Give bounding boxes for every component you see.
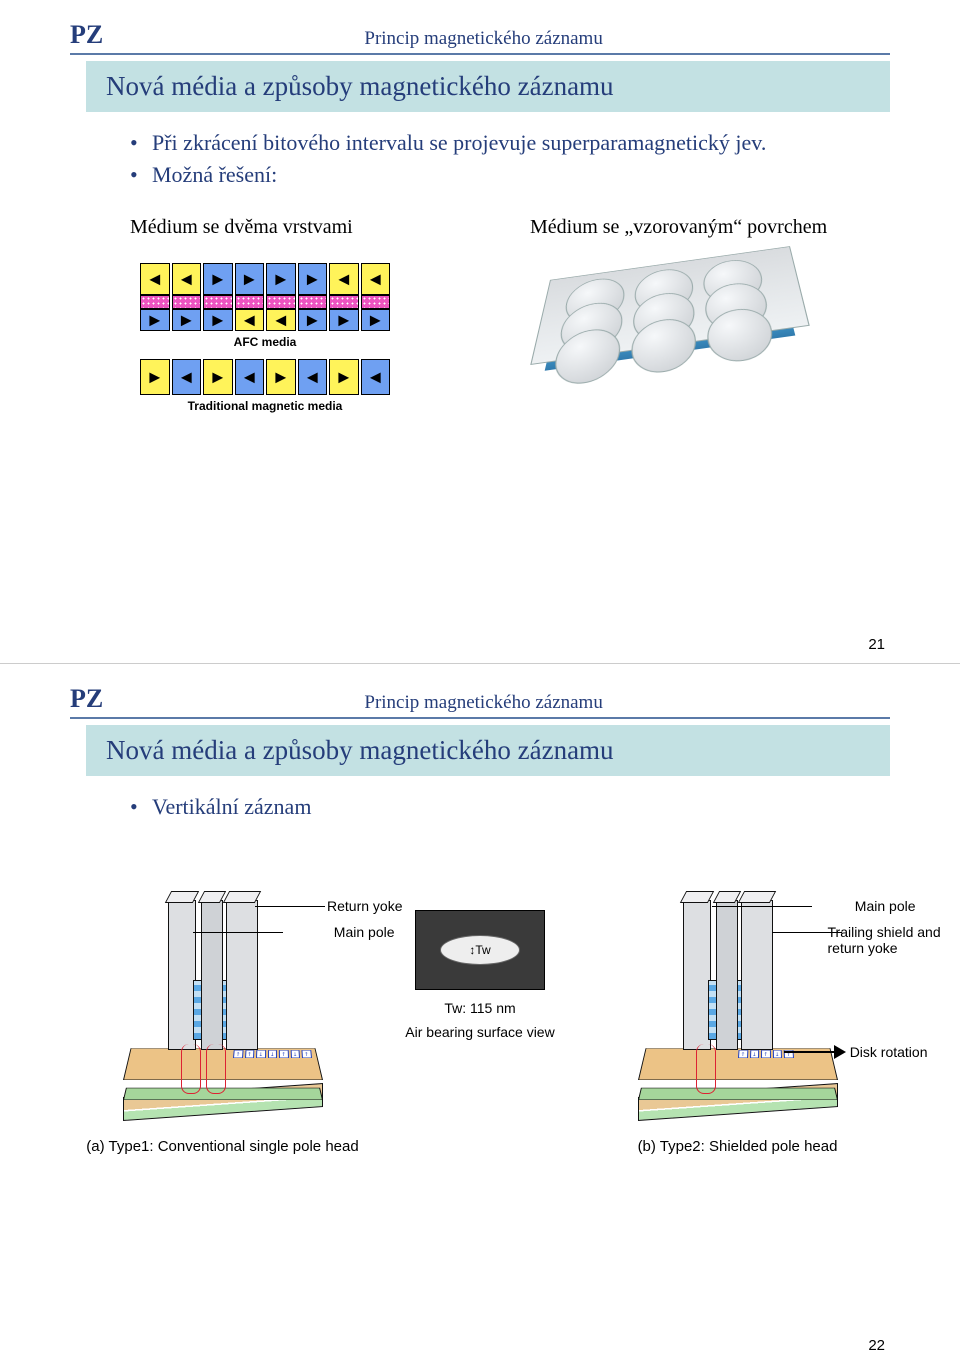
page-number: 21 bbox=[868, 636, 885, 653]
label-trailing-shield: Trailing shield and return yoke bbox=[828, 924, 948, 956]
shielded-pole-head-diagram: ↑↓↑↓↑ Main pole Trailing shield and retu… bbox=[638, 880, 838, 1100]
disk-rotation-text: Disk rotation bbox=[850, 1044, 928, 1060]
label-main-pole: Main pole bbox=[855, 898, 916, 914]
page-number: 22 bbox=[868, 1337, 885, 1354]
label-return-yoke: Return yoke bbox=[327, 898, 402, 914]
tw-value-label: Tw: 115 nm bbox=[395, 1000, 565, 1016]
afc-caption: AFC media bbox=[140, 335, 390, 349]
right-label: Médium se „vzorovaným“ povrchem bbox=[530, 216, 890, 239]
brand: PZ bbox=[70, 20, 103, 50]
left-column: Médium se dvěma vrstvami AFC media Tradi… bbox=[130, 216, 490, 423]
slide-title: Nová média a způsoby magnetického záznam… bbox=[86, 61, 890, 112]
slide-header: PZ Princip magnetického záznamu bbox=[70, 684, 890, 719]
bullet-list: Při zkrácení bitového intervalu se proje… bbox=[130, 130, 890, 188]
bullet-item: Vertikální záznam bbox=[130, 794, 890, 820]
brand: PZ bbox=[70, 684, 103, 714]
slide-21: PZ Princip magnetického záznamu Nová méd… bbox=[0, 0, 960, 663]
disk-rotation-label: Disk rotation bbox=[784, 1044, 928, 1060]
right-column: Médium se „vzorovaným“ povrchem bbox=[530, 216, 890, 423]
abs-label: Air bearing surface view bbox=[395, 1024, 565, 1040]
traditional-caption: Traditional magnetic media bbox=[140, 399, 390, 413]
tw-arrow: ↕Tw bbox=[469, 943, 490, 957]
bullet-list: Vertikální záznam bbox=[130, 794, 890, 820]
bullet-item: Možná řešení: bbox=[130, 162, 890, 188]
diagram-right: ↑↓↑↓↑ Main pole Trailing shield and retu… bbox=[595, 880, 880, 1155]
diagram-left: ↑↑↓↓↑↓↑ Return yoke Main pole (a) Type1:… bbox=[80, 880, 365, 1155]
caption-right: (b) Type2: Shielded pole head bbox=[595, 1138, 880, 1155]
afc-media-illustration: AFC media Traditional magnetic media bbox=[140, 263, 390, 413]
arrow-icon bbox=[784, 1051, 844, 1053]
subheader: Princip magnetického záznamu bbox=[117, 692, 850, 714]
label-main-pole: Main pole bbox=[334, 924, 395, 940]
bullet-item: Při zkrácení bitového intervalu se proje… bbox=[130, 130, 890, 156]
subheader: Princip magnetického záznamu bbox=[117, 28, 850, 50]
afc-under-row bbox=[140, 309, 390, 331]
traditional-row bbox=[140, 359, 390, 395]
single-pole-head-diagram: ↑↑↓↓↑↓↑ Return yoke Main pole bbox=[123, 880, 323, 1100]
patterned-media-illustration bbox=[550, 263, 810, 383]
caption-left: (a) Type1: Conventional single pole head bbox=[80, 1138, 365, 1155]
diagram-row: ↑↑↓↓↑↓↑ Return yoke Main pole (a) Type1:… bbox=[80, 880, 880, 1155]
slide-header: PZ Princip magnetického záznamu bbox=[70, 20, 890, 55]
slide-22: PZ Princip magnetického záznamu Nová méd… bbox=[0, 664, 960, 1364]
slide-title: Nová média a způsoby magnetického záznam… bbox=[86, 725, 890, 776]
media-columns: Médium se dvěma vrstvami AFC media Tradi… bbox=[130, 216, 890, 423]
afc-top-row bbox=[140, 263, 390, 295]
left-label: Médium se dvěma vrstvami bbox=[130, 216, 490, 239]
afc-coupling-row bbox=[140, 295, 390, 309]
diagram-mid: ↕Tw Tw: 115 nm Air bearing surface view bbox=[395, 910, 565, 1040]
air-bearing-view: ↕Tw bbox=[415, 910, 545, 990]
